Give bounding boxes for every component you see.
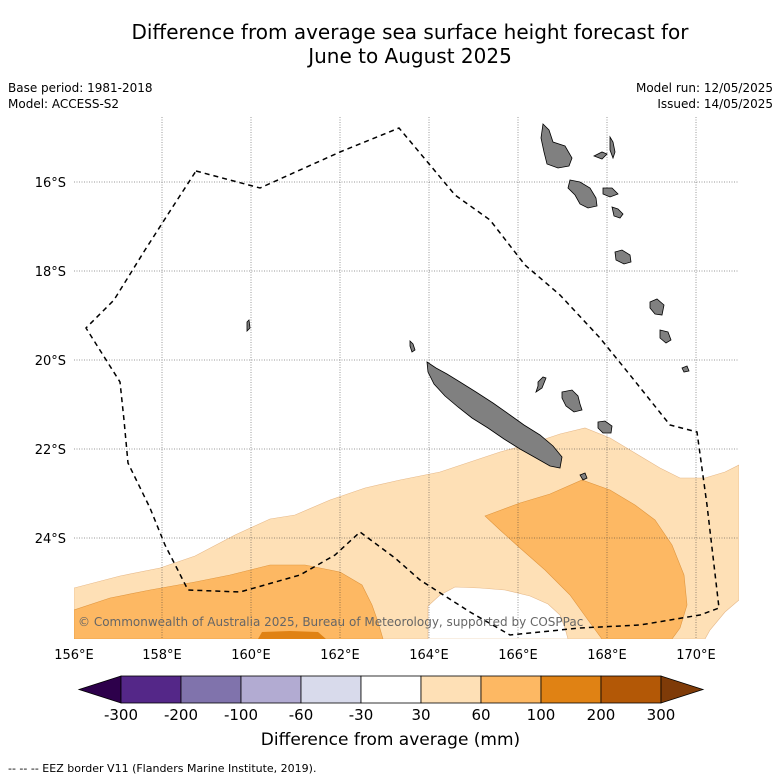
lon-label: 170°E [676, 648, 716, 663]
lat-label: 22°S [35, 443, 66, 458]
belep-island [409, 340, 416, 353]
colorbar-extend-low [77, 675, 122, 704]
colorbar-tick-label: -300 [104, 706, 138, 724]
lon-label: 162°E [320, 648, 360, 663]
colorbar-tick-label: 30 [411, 706, 430, 724]
lat-label: 24°S [35, 532, 66, 547]
colorbar-segment [360, 675, 422, 704]
colorbar-segment [600, 675, 662, 704]
vanuatu-island-7 [614, 249, 632, 265]
footer-note: -- -- -- EEZ border V11 (Flanders Marine… [8, 762, 317, 775]
map-title: Difference from average sea surface heig… [40, 20, 780, 68]
colorbar-segment [240, 675, 302, 704]
loyalty-ouvea [535, 376, 547, 393]
colorbar-tick-label: 300 [647, 706, 676, 724]
title-line-2: June to August 2025 [308, 44, 512, 68]
meta-left: Base period: 1981-2018 Model: ACCESS-S2 [8, 80, 153, 112]
model-name: Model: ACCESS-S2 [8, 97, 120, 111]
vanuatu-island-6 [611, 206, 624, 219]
fiji-island-1 [649, 298, 665, 316]
land-masses [246, 123, 690, 481]
colorbar-label: Difference from average (mm) [260, 730, 521, 750]
anomaly-region-60-100-east [484, 479, 688, 639]
colorbar-segment [180, 675, 242, 704]
chesterfield-island [246, 319, 251, 332]
lat-label: 16°S [35, 176, 66, 191]
latitude-labels: 16°S 18°S 20°S 22°S 24°S [35, 176, 66, 547]
lon-label: 158°E [142, 648, 182, 663]
lon-label: 168°E [587, 648, 627, 663]
fiji-island-3 [681, 365, 690, 373]
espiritu-santo [540, 123, 573, 169]
longitude-labels: 156°E 158°E 160°E 162°E 164°E 166°E 168°… [54, 648, 716, 663]
lat-label: 20°S [35, 354, 66, 369]
colorbar-segment [480, 675, 542, 704]
colorbar-segment [420, 675, 482, 704]
fiji-island-2 [659, 329, 672, 344]
loyalty-lifou [561, 389, 583, 413]
colorbar-tick-label: 100 [527, 706, 556, 724]
colorbar-tick-label: -60 [289, 706, 314, 724]
colorbar-tick-label: -30 [349, 706, 374, 724]
anomaly-region-60-100-west [74, 564, 384, 639]
model-run: Model run: 12/05/2025 [635, 81, 773, 95]
colorbar-segment [120, 675, 182, 704]
meta-right: Model run: 12/05/2025 Issued: 14/05/2025 [636, 80, 773, 112]
vanuatu-island-4 [593, 151, 608, 160]
map-area: © Commonwealth of Australia 2025, Bureau… [74, 117, 739, 639]
colorbar-extend-high [660, 675, 705, 704]
eez-border-new-caledonia [85, 127, 720, 636]
colorbar: -300 -200 -100 -60 -30 30 60 100 200 300 [77, 675, 705, 724]
lon-label: 160°E [231, 648, 271, 663]
anomaly-region-100-200 [258, 631, 326, 639]
colorbar-tick-label: -100 [224, 706, 258, 724]
colorbar-tick-label: 60 [471, 706, 490, 724]
vanuatu-island-2 [567, 179, 598, 209]
issued-date: Issued: 14/05/2025 [657, 97, 773, 111]
isle-of-pines [579, 472, 588, 481]
vanuatu-island-3 [609, 135, 616, 160]
title-line-1: Difference from average sea surface heig… [131, 20, 689, 44]
colorbar-segment [300, 675, 362, 704]
graticule [74, 117, 739, 639]
new-caledonia [426, 361, 563, 469]
anomaly-region-white-pocket [427, 586, 569, 639]
lon-label: 156°E [54, 648, 94, 663]
colorbar-segment [540, 675, 602, 704]
lon-label: 166°E [498, 648, 538, 663]
copyright-text: © Commonwealth of Australia 2025, Bureau… [78, 615, 583, 629]
base-period: Base period: 1981-2018 [8, 81, 153, 95]
lon-label: 164°E [409, 648, 449, 663]
colorbar-tick-label: 200 [587, 706, 616, 724]
vanuatu-island-5 [602, 187, 619, 198]
loyalty-mare [597, 420, 613, 434]
eez-borders [85, 127, 720, 636]
lat-label: 18°S [35, 265, 66, 280]
colorbar-tick-label: -200 [164, 706, 198, 724]
